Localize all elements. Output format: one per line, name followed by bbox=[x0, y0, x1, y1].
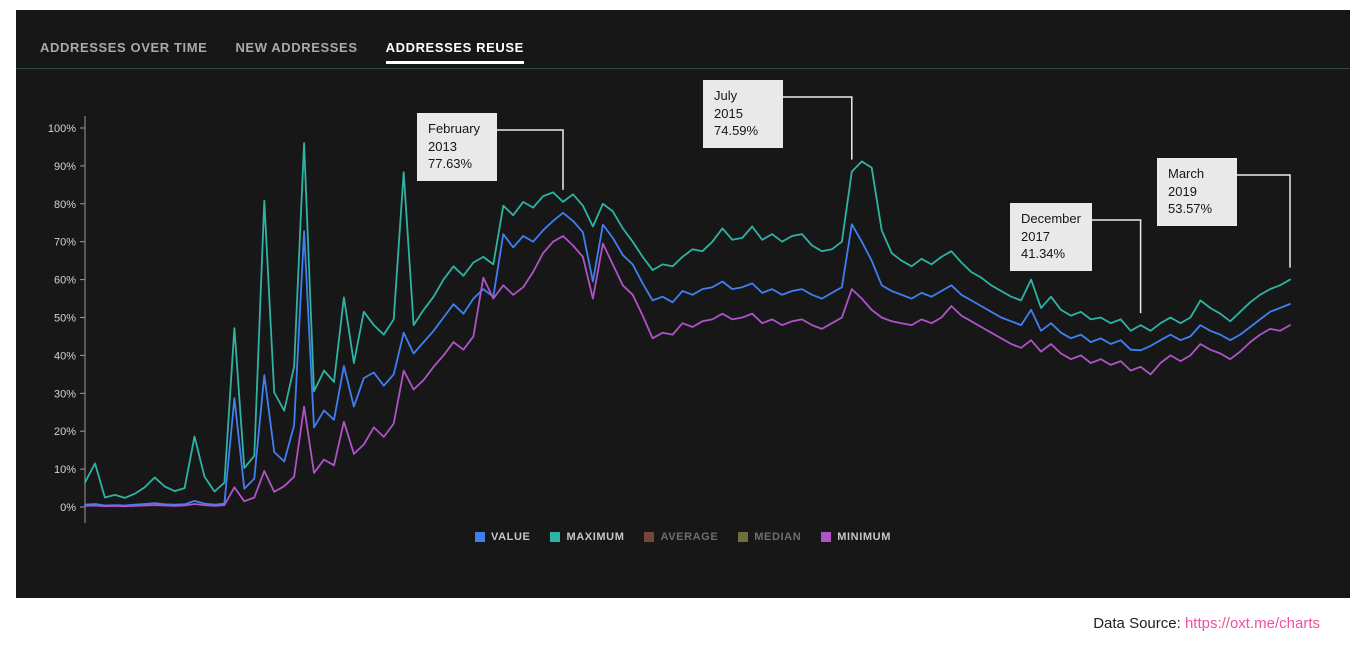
annotation-connector bbox=[783, 96, 853, 160]
legend-item-average[interactable]: AVERAGE bbox=[644, 531, 718, 543]
series-line-minimum bbox=[84, 235, 1291, 508]
annotation-month: July bbox=[714, 88, 738, 103]
legend-item-median[interactable]: MEDIAN bbox=[738, 531, 801, 543]
annotation-connector bbox=[1092, 219, 1142, 314]
y-axis-label: 80% bbox=[54, 199, 76, 211]
annotation-month: February bbox=[428, 121, 481, 136]
legend-label: MAXIMUM bbox=[566, 531, 625, 543]
tab-bar: ADDRESSES OVER TIME NEW ADDRESSES ADDRES… bbox=[16, 10, 1350, 69]
annotation-value: 74.59% bbox=[714, 123, 759, 139]
y-axis-label: 20% bbox=[54, 426, 76, 438]
annotation-year: 2013 bbox=[428, 138, 457, 154]
tab-new-addresses[interactable]: NEW ADDRESSES bbox=[235, 40, 358, 55]
annotation-year: 2015 bbox=[714, 105, 743, 121]
annotation-value: 41.34% bbox=[1021, 246, 1066, 262]
annotation-year: 2019 bbox=[1168, 183, 1197, 199]
legend-label: VALUE bbox=[491, 531, 531, 543]
data-source-label: Data Source: bbox=[1093, 615, 1181, 632]
legend-label: MINIMUM bbox=[837, 531, 891, 543]
y-axis-label: 100% bbox=[48, 123, 76, 135]
series-line-maximum bbox=[84, 142, 1291, 499]
tab-addresses-over-time[interactable]: ADDRESSES OVER TIME bbox=[40, 40, 208, 55]
legend-swatch-minimum bbox=[821, 532, 832, 542]
series-line-value bbox=[84, 211, 1291, 507]
legend-item-minimum[interactable]: MINIMUM bbox=[821, 531, 891, 543]
chart-legend: VALUE MAXIMUM AVERAGE MEDIAN MINIMUM bbox=[16, 531, 1350, 543]
legend-swatch-average bbox=[644, 532, 655, 542]
annotation-callout: February 2013 77.63% bbox=[417, 113, 497, 181]
y-axis-label: 70% bbox=[54, 237, 76, 249]
legend-label: MEDIAN bbox=[754, 531, 802, 543]
tab-addresses-reuse[interactable]: ADDRESSES REUSE bbox=[385, 40, 525, 68]
legend-item-maximum[interactable]: MAXIMUM bbox=[550, 531, 624, 543]
data-source-link[interactable]: https://oxt.me/charts bbox=[1184, 615, 1320, 632]
y-axis-label: 30% bbox=[54, 388, 76, 400]
y-axis-label: 10% bbox=[54, 464, 76, 476]
y-axis-label: 50% bbox=[54, 313, 76, 325]
addresses-reuse-chart[interactable]: 0% 10% 20% 30% 40% 50% 60% 70% 80% 90% 100% bbox=[16, 10, 1350, 598]
legend-swatch-median bbox=[738, 532, 749, 542]
y-axis-label: 0% bbox=[60, 502, 76, 514]
annotation-month: March bbox=[1168, 166, 1205, 181]
legend-swatch-value bbox=[475, 532, 486, 542]
legend-label: AVERAGE bbox=[660, 531, 719, 543]
chart-panel: 0% 10% 20% 30% 40% 50% 60% 70% 80% 90% 100% ADDRES… bbox=[16, 10, 1350, 598]
y-axis-label: 90% bbox=[54, 161, 76, 173]
y-axis-label: 60% bbox=[54, 275, 76, 287]
annotation-connector bbox=[1237, 174, 1291, 268]
data-source: Data Source: https://oxt.me/charts bbox=[1093, 615, 1320, 632]
annotation-month: December bbox=[1021, 211, 1081, 226]
annotation-callout: July 2015 74.59% bbox=[703, 80, 783, 148]
y-axis-label: 40% bbox=[54, 350, 76, 362]
legend-item-value[interactable]: VALUE bbox=[475, 531, 530, 543]
annotation-value: 53.57% bbox=[1168, 201, 1213, 217]
annotation-connector bbox=[497, 129, 564, 190]
annotation-callout: March 2019 53.57% bbox=[1157, 158, 1237, 226]
annotation-value: 77.63% bbox=[428, 156, 473, 172]
annotation-year: 2017 bbox=[1021, 228, 1050, 244]
legend-swatch-maximum bbox=[550, 532, 561, 542]
annotation-callout: December 2017 41.34% bbox=[1010, 203, 1092, 271]
